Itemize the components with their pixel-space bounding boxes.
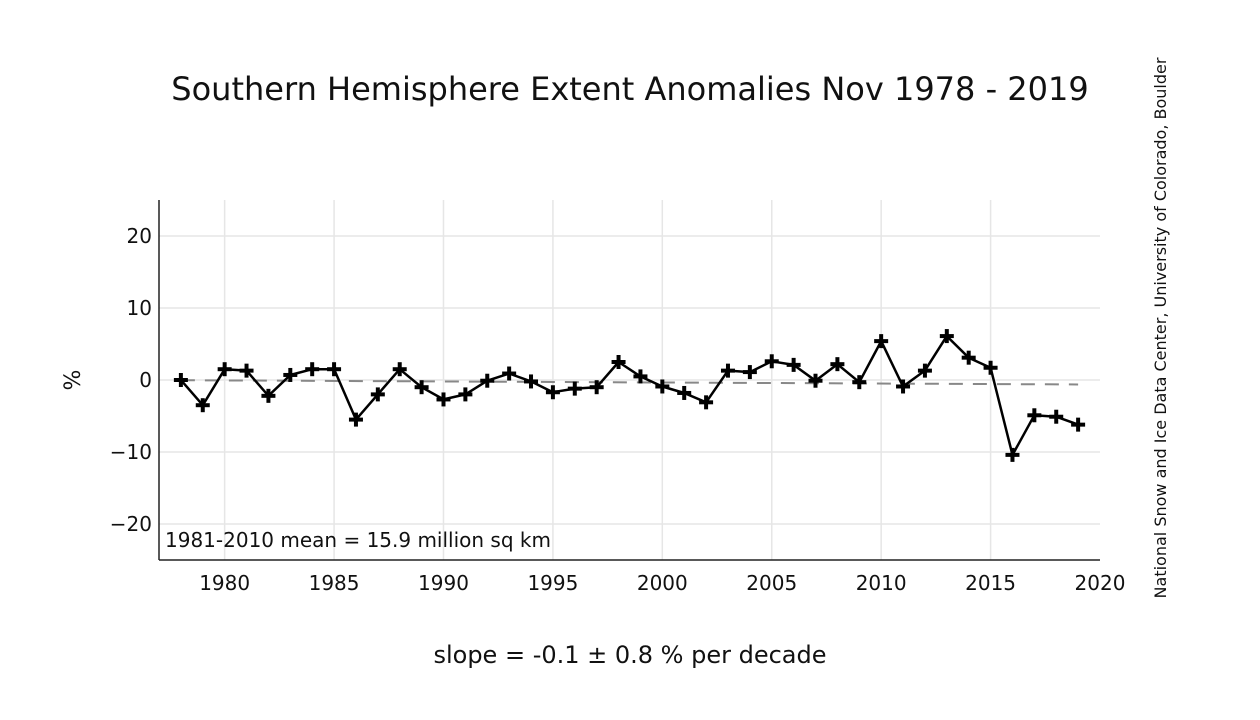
data-point	[939, 329, 954, 344]
data-point	[1049, 409, 1064, 424]
data-point	[348, 412, 363, 427]
data-point	[305, 362, 320, 377]
slope-label: slope = -0.1 ± 0.8 % per decade	[433, 641, 826, 669]
data-point	[1005, 447, 1020, 462]
x-axis-ticks: 1980 1985 1990 1995 2000 2005 2010 2015 2020	[199, 571, 1125, 595]
data-point	[677, 385, 692, 400]
x-tick-label: 1985	[309, 571, 360, 595]
x-tick-label: 2010	[856, 571, 907, 595]
y-tick-label: −20	[110, 512, 152, 536]
data-point	[239, 363, 254, 378]
data-point	[567, 381, 582, 396]
data-point	[830, 357, 845, 372]
data-point	[370, 387, 385, 402]
y-tick-label: 10	[127, 296, 152, 320]
y-tick-label: 20	[127, 224, 152, 248]
x-tick-label: 1980	[199, 571, 250, 595]
data-point	[195, 398, 210, 413]
data-point	[611, 355, 626, 369]
data-point	[720, 363, 735, 378]
data-point	[283, 367, 298, 382]
y-tick-label: 0	[139, 368, 152, 392]
series-line	[179, 334, 1079, 457]
data-point	[896, 379, 911, 394]
data-point	[655, 379, 670, 394]
x-tick-label: 1990	[418, 571, 469, 595]
data-point	[436, 392, 451, 407]
y-axis-label: %	[61, 370, 86, 391]
data-point	[392, 362, 407, 377]
data-point	[524, 374, 539, 389]
data-point	[414, 380, 429, 395]
data-point	[852, 375, 867, 390]
data-point	[633, 369, 648, 384]
y-axis-ticks: 20 10 0 −10 −20	[110, 224, 152, 536]
data-point	[458, 387, 473, 402]
data-point	[589, 380, 604, 395]
data-point	[1071, 417, 1086, 432]
data-point	[764, 354, 779, 369]
data-point	[742, 365, 757, 380]
credit-text: National Snow and Ice Data Center, Unive…	[1151, 57, 1170, 598]
grid	[159, 200, 1100, 560]
trend-line	[180, 379, 1079, 386]
y-tick-label: −10	[110, 440, 152, 464]
data-point	[502, 366, 517, 381]
data-point	[480, 373, 495, 388]
data-markers	[173, 329, 1086, 462]
data-point	[917, 363, 932, 378]
data-point	[173, 373, 188, 387]
x-tick-label: 2005	[746, 571, 797, 595]
data-point	[786, 357, 801, 372]
data-point	[699, 395, 714, 410]
x-tick-label: 2020	[1075, 571, 1126, 595]
x-tick-label: 1995	[527, 571, 578, 595]
data-point	[983, 360, 998, 375]
data-point	[961, 350, 976, 365]
data-point	[1027, 408, 1042, 423]
data-point	[261, 388, 276, 403]
mean-annotation: 1981-2010 mean = 15.9 million sq km	[165, 528, 551, 552]
data-point	[874, 334, 889, 349]
x-tick-label: 2000	[637, 571, 688, 595]
chart-title: Southern Hemisphere Extent Anomalies Nov…	[171, 70, 1088, 108]
data-point	[808, 373, 823, 388]
data-point	[545, 385, 560, 400]
x-tick-label: 2015	[965, 571, 1016, 595]
data-point	[217, 362, 232, 377]
data-point	[327, 362, 342, 377]
